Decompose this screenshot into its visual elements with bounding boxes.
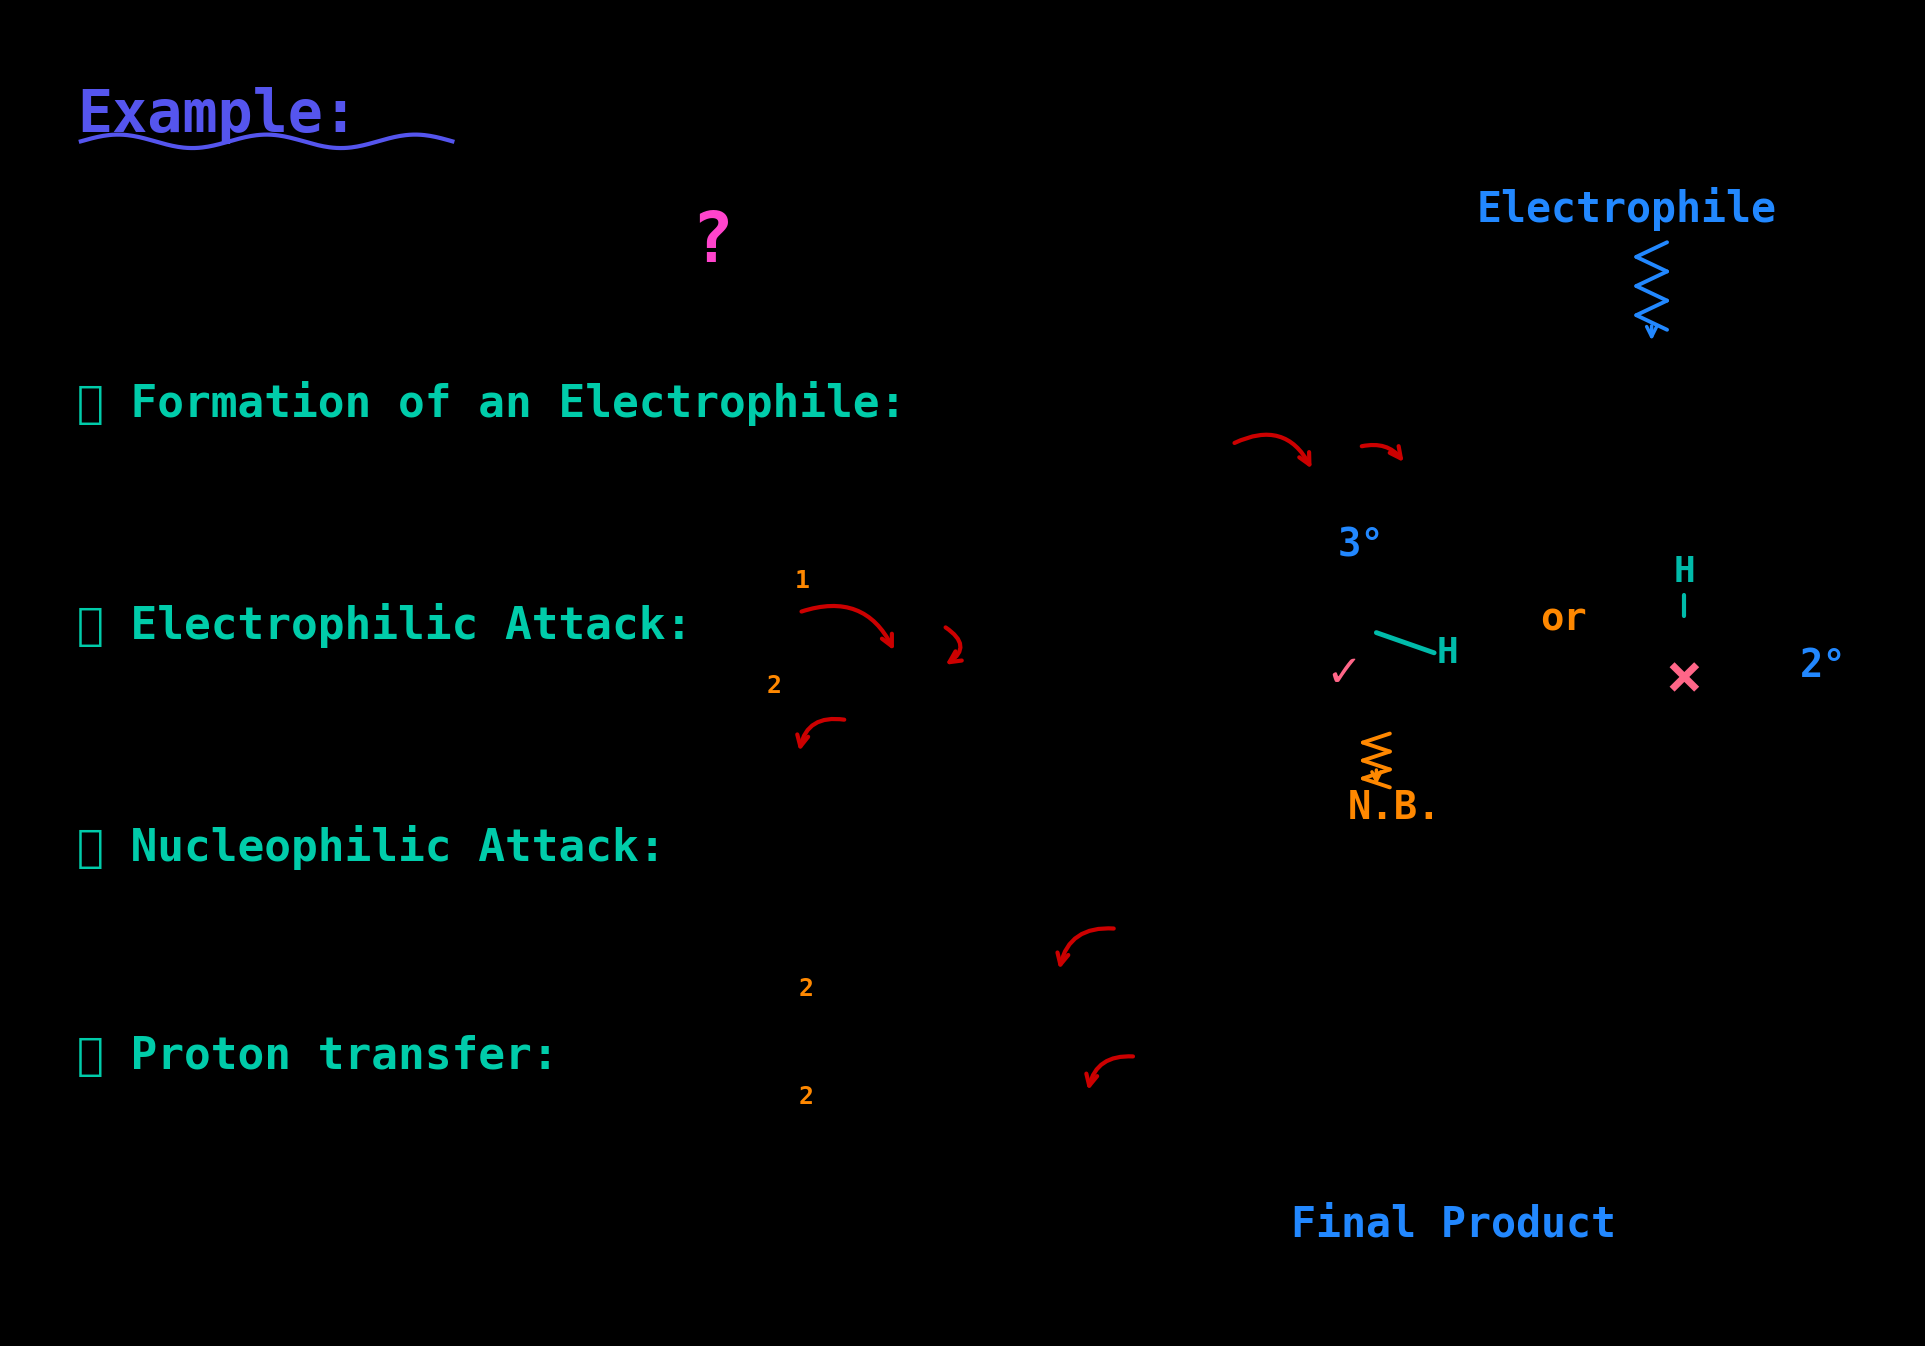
- Text: Final Product: Final Product: [1292, 1203, 1615, 1246]
- Text: 1: 1: [795, 569, 810, 594]
- Text: Electrophile: Electrophile: [1476, 187, 1777, 230]
- Text: 2°: 2°: [1800, 647, 1846, 685]
- Text: 2: 2: [799, 1085, 814, 1109]
- Text: ✓: ✓: [1328, 649, 1359, 697]
- Text: H: H: [1436, 635, 1459, 670]
- Text: 2: 2: [766, 674, 782, 699]
- Text: ③ Nucleophilic Attack:: ③ Nucleophilic Attack:: [77, 825, 666, 871]
- Text: ×: ×: [1665, 650, 1702, 709]
- Text: 3°: 3°: [1338, 526, 1384, 564]
- Text: 2: 2: [799, 977, 814, 1001]
- Text: N.B.: N.B.: [1348, 789, 1442, 826]
- Text: Example:: Example:: [77, 87, 358, 144]
- Text: ② Electrophilic Attack:: ② Electrophilic Attack:: [77, 603, 693, 649]
- Text: ④ Proton transfer:: ④ Proton transfer:: [77, 1035, 558, 1078]
- Text: ?: ?: [691, 209, 733, 276]
- Text: or: or: [1540, 600, 1586, 638]
- Text: ① Formation of an Electrophile:: ① Formation of an Electrophile:: [77, 381, 907, 427]
- Text: H: H: [1673, 555, 1696, 590]
